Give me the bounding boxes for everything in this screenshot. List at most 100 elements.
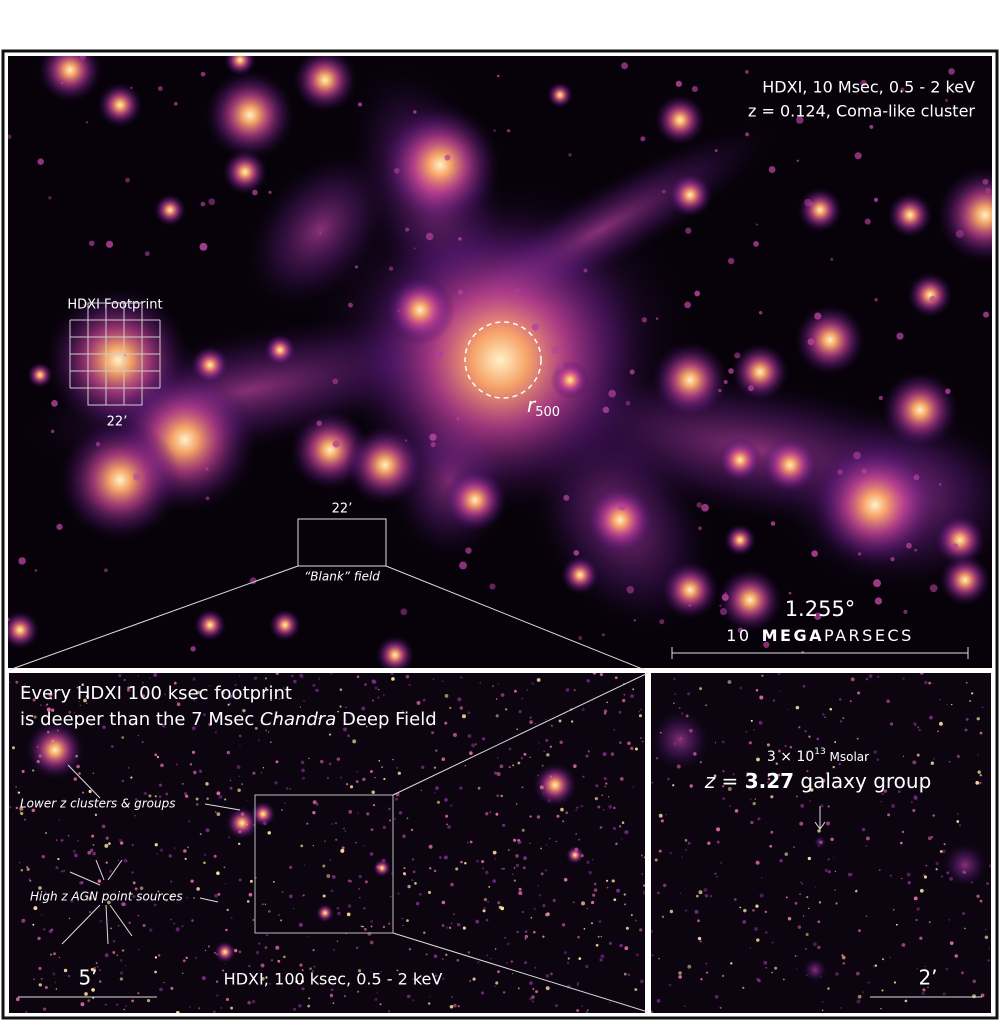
source	[621, 821, 625, 824]
source	[216, 871, 220, 875]
source	[842, 962, 845, 965]
source	[489, 811, 492, 814]
source	[76, 686, 79, 689]
source	[335, 838, 338, 841]
galaxy	[125, 177, 130, 183]
source	[772, 699, 776, 702]
source	[209, 685, 211, 687]
source	[818, 901, 822, 904]
source	[165, 792, 169, 796]
z-value: 3.27	[745, 769, 794, 793]
source	[176, 700, 178, 703]
source	[57, 857, 60, 861]
source	[517, 838, 520, 842]
source	[366, 726, 368, 728]
source	[976, 717, 980, 721]
source	[12, 746, 15, 750]
cluster	[373, 859, 391, 877]
source	[635, 747, 638, 751]
scale-bar	[671, 647, 969, 659]
source	[630, 914, 633, 916]
source	[658, 813, 663, 818]
source	[771, 941, 774, 944]
source	[767, 777, 771, 781]
cluster	[97, 82, 143, 128]
source	[756, 977, 760, 981]
source	[714, 872, 717, 875]
source	[92, 851, 97, 856]
source	[447, 825, 452, 829]
source	[203, 713, 206, 717]
radius-subscript: 500	[535, 405, 560, 420]
source	[641, 740, 644, 743]
source	[795, 795, 798, 798]
cluster	[293, 56, 357, 112]
source	[563, 878, 568, 882]
source	[285, 787, 289, 790]
source	[480, 991, 485, 995]
galaxy	[745, 132, 750, 137]
source	[802, 915, 805, 917]
source	[881, 792, 884, 795]
source	[729, 805, 732, 807]
source	[363, 844, 365, 847]
source	[374, 997, 378, 1001]
source	[131, 999, 135, 1003]
source	[597, 805, 601, 809]
galaxy	[79, 56, 86, 60]
source	[932, 814, 935, 817]
source	[201, 976, 206, 981]
source	[521, 697, 524, 700]
source	[255, 951, 260, 955]
source	[142, 924, 146, 928]
source	[300, 675, 304, 679]
source	[630, 746, 634, 751]
source	[131, 871, 134, 874]
source	[513, 879, 516, 882]
source	[318, 717, 320, 720]
source	[223, 866, 226, 869]
source	[215, 811, 217, 813]
source	[619, 825, 622, 828]
source	[267, 909, 271, 913]
cluster	[731, 343, 789, 401]
source	[919, 673, 924, 675]
source	[203, 861, 206, 865]
galaxy	[764, 632, 770, 638]
galaxy	[874, 298, 878, 302]
source	[312, 949, 315, 952]
galaxy	[132, 473, 141, 481]
source	[821, 1009, 824, 1012]
source	[204, 949, 207, 952]
galaxy	[734, 352, 741, 359]
source	[977, 754, 979, 756]
source	[236, 765, 241, 770]
source	[87, 850, 92, 855]
source	[817, 920, 821, 924]
source	[526, 689, 529, 691]
source	[822, 713, 825, 716]
source	[962, 912, 965, 916]
source	[394, 817, 397, 820]
source	[251, 999, 256, 1004]
source	[524, 934, 529, 939]
source	[784, 744, 787, 748]
source	[301, 768, 305, 773]
source	[370, 919, 374, 923]
source	[317, 982, 319, 985]
group	[651, 710, 710, 770]
source	[446, 823, 448, 826]
source	[801, 883, 804, 885]
source	[878, 869, 881, 871]
source	[984, 928, 987, 931]
source	[632, 688, 635, 691]
source	[518, 887, 522, 891]
galaxy	[506, 129, 511, 133]
source	[125, 965, 127, 967]
source	[939, 721, 943, 726]
source	[881, 989, 884, 992]
source	[54, 981, 57, 984]
source	[866, 915, 868, 917]
galaxy	[95, 441, 101, 447]
galaxy	[493, 129, 496, 132]
